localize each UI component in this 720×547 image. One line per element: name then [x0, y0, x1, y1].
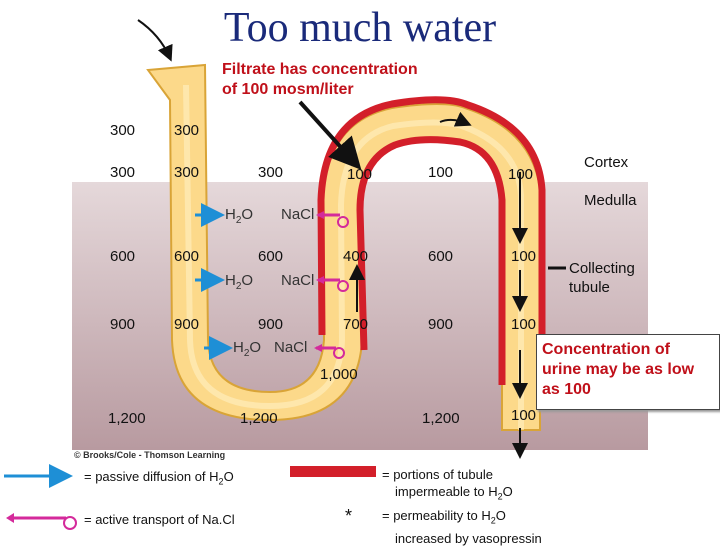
value-collecting-100-top: 100	[508, 166, 534, 183]
top-flow-arrow	[439, 111, 472, 127]
publisher-credit: © Brooks/Cole - Thomson Learning	[74, 450, 226, 460]
value-loop-interstitial-600: 600	[258, 248, 284, 265]
active-arrow-1	[316, 211, 349, 228]
nacl-label-3: NaCl	[274, 339, 308, 356]
h2o-label-1: H2O	[225, 206, 254, 226]
value-interstitial-300: 300	[110, 164, 136, 181]
value-interstitial-1200-mid: 1,200	[240, 410, 278, 427]
value-interstitial-1200-left: 1,200	[108, 410, 146, 427]
nacl-label-1: NaCl	[281, 206, 315, 223]
legend-impermeable-label: = portions of tubule impermeable to H2O	[382, 466, 513, 506]
legend-passive-label: = passive diffusion of H2O	[84, 469, 234, 487]
h2o-label-3: H2O	[233, 339, 262, 359]
legend-vaso-line-2: increased by vasopressin	[395, 530, 542, 546]
legend-impermeable-line-1: = portions of tubule	[382, 467, 493, 482]
value-descending-600: 600	[174, 248, 200, 265]
value-interstitial-900: 900	[110, 316, 136, 333]
legend-star-symbol: *	[345, 506, 353, 526]
urine-concentration-annotation: Concentration of urine may be as low as …	[542, 340, 718, 400]
legend-active-arrow	[6, 513, 77, 530]
value-right-interstitial-300: 100	[428, 164, 454, 181]
value-ascending-100: 100	[347, 166, 373, 183]
filtrate-line-1: Filtrate has concentration	[222, 61, 418, 78]
filtrate-line-2: of 100 mosm/liter	[222, 81, 354, 98]
legend-active-label: = active transport of Na.Cl	[84, 512, 235, 527]
collecting-line-1: Collecting	[569, 260, 635, 277]
value-ascending-700: 700	[343, 316, 369, 333]
filtrate-pointer-arrow	[298, 100, 362, 170]
value-cortex-interstitial-top: 300	[110, 122, 136, 139]
page-title: Too much water	[223, 5, 497, 51]
urine-callout-box	[536, 334, 720, 410]
tubule-highlight	[183, 84, 524, 430]
legend-impermeable-bar	[290, 466, 376, 477]
nacl-label-2: NaCl	[281, 272, 315, 289]
collecting-line-2: tubule	[569, 279, 610, 296]
value-interstitial-1200-right: 1,200	[422, 410, 460, 427]
h2o-label-2: H2O	[225, 272, 254, 292]
active-arrow-2	[316, 276, 349, 292]
value-loop-interstitial-300: 300	[258, 164, 284, 181]
cortex-label: Cortex	[584, 154, 629, 171]
medulla-label: Medulla	[584, 192, 637, 209]
urine-line-2: urine may be as low	[542, 361, 695, 378]
value-descending-300: 300	[174, 164, 200, 181]
value-descending-900: 900	[174, 316, 200, 333]
urine-line-3: as 100	[542, 381, 591, 398]
value-collecting-100-bottom: 100	[511, 407, 537, 424]
active-arrow-3	[314, 344, 345, 359]
value-collecting-100-low: 100	[511, 316, 537, 333]
value-interstitial-600: 600	[110, 248, 136, 265]
value-descending-top: 300	[174, 122, 200, 139]
legend-vasopressin-label: = permeability to H2O increased by vasop…	[382, 507, 542, 547]
value-loop-interstitial-900: 900	[258, 316, 284, 333]
value-collecting-100-mid: 100	[511, 248, 537, 265]
value-right-interstitial-900: 900	[428, 316, 454, 333]
legend-vaso-line-1: = permeability to H2O	[382, 508, 506, 526]
impermeable-wall-inner	[356, 136, 506, 385]
collecting-tubule-label: Collecting tubule	[569, 259, 635, 297]
value-right-interstitial-600: 600	[428, 248, 454, 265]
urine-line-1: Concentration of	[542, 341, 670, 358]
value-loop-bottom-1000: 1,000	[320, 366, 358, 383]
filtrate-annotation: Filtrate has concentration of 100 mosm/l…	[222, 60, 418, 100]
legend-impermeable-line-2: impermeable to H2O	[395, 484, 513, 502]
value-ascending-400: 400	[343, 248, 369, 265]
entry-flow-arrow	[137, 19, 173, 62]
